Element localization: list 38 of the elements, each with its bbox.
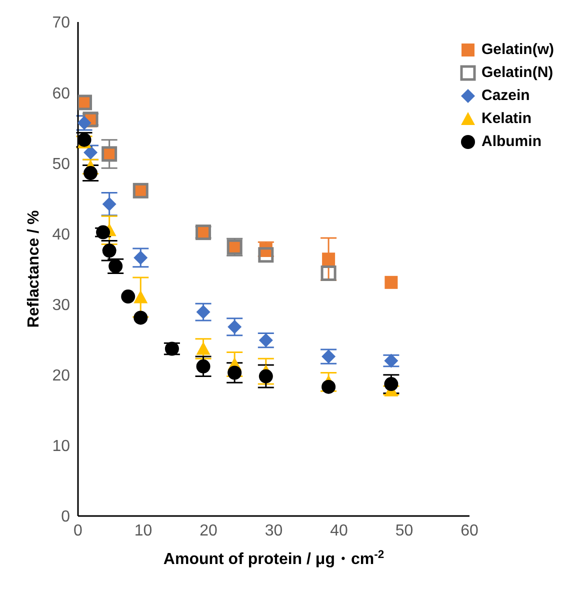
legend-label: Gelatin(w) [481, 41, 554, 58]
point [320, 265, 336, 281]
y-tick-label: 50 [52, 156, 70, 173]
y-tick-label: 20 [52, 368, 70, 385]
point [134, 290, 148, 304]
point [258, 247, 274, 263]
x-axis-title: Amount of protein / μg・cm$^{-2}$ [163, 549, 384, 568]
y-tick-label: 70 [52, 14, 70, 32]
legend-label: Kelatin [481, 110, 532, 127]
point [228, 366, 242, 380]
y-tick-label: 30 [52, 296, 70, 314]
y-tick-label: 10 [52, 438, 70, 456]
point [134, 250, 148, 265]
legend-label: Gelatin(N) [481, 64, 554, 81]
point [384, 377, 398, 392]
point [121, 290, 136, 304]
x-tick-label: 10 [134, 522, 152, 540]
y-tick-label: 60 [52, 85, 70, 102]
x-tick-label: 50 [395, 522, 414, 540]
x-tick-label: 60 [460, 522, 478, 540]
point [322, 380, 336, 394]
x-tick-label: 0 [74, 522, 83, 540]
point [384, 276, 398, 289]
y-axis-title: Reflactance / % [26, 210, 43, 328]
point [196, 342, 210, 355]
y-tick-label: 40 [52, 226, 70, 244]
legend-label: Albumin [481, 133, 542, 150]
point [322, 252, 336, 266]
y-tick-label: 0 [61, 508, 70, 526]
point [258, 369, 273, 384]
point [102, 244, 116, 258]
point [196, 359, 210, 374]
x-tick-label: 30 [264, 522, 283, 540]
legend-label: Cazein [481, 87, 530, 104]
x-tick-label: 20 [200, 522, 218, 540]
point [134, 310, 148, 325]
x-tick-label: 40 [330, 522, 348, 540]
point [102, 197, 116, 212]
